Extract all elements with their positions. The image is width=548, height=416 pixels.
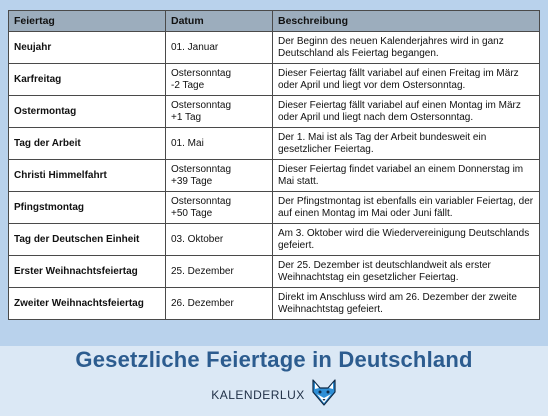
holiday-date: Ostersonntag +39 Tage — [165, 159, 273, 192]
table-row: Christi Himmelfahrt Ostersonntag +39 Tag… — [8, 159, 540, 192]
column-header-holiday: Feiertag — [8, 10, 166, 32]
holiday-date: 26. Dezember — [165, 287, 273, 320]
holiday-name: Tag der Arbeit — [8, 127, 166, 160]
holiday-name: Zweiter Weihnachtsfeiertag — [8, 287, 166, 320]
table-row: Pfingstmontag Ostersonntag +50 Tage Der … — [8, 191, 540, 224]
holiday-name: Karfreitag — [8, 63, 166, 96]
brand: KALENDERLUX — [0, 378, 548, 412]
holiday-description: Am 3. Oktober wird die Wiedervereinigung… — [272, 223, 540, 256]
table-row: Karfreitag Ostersonntag -2 Tage Dieser F… — [8, 63, 540, 96]
holiday-description: Der Beginn des neuen Kalenderjahres wird… — [272, 31, 540, 64]
holiday-date: 01. Januar — [165, 31, 273, 64]
table-row: Ostermontag Ostersonntag +1 Tag Dieser F… — [8, 95, 540, 128]
table-row: Neujahr 01. Januar Der Beginn des neuen … — [8, 31, 540, 64]
page-title: Gesetzliche Feiertage in Deutschland — [75, 347, 473, 372]
holiday-name: Pfingstmontag — [8, 191, 166, 224]
holiday-name: Christi Himmelfahrt — [8, 159, 166, 192]
holiday-date: 01. Mai — [165, 127, 273, 160]
holiday-description: Dieser Feiertag findet variabel an einem… — [272, 159, 540, 192]
brand-name: KALENDERLUX — [211, 388, 305, 402]
holiday-date: Ostersonntag +50 Tage — [165, 191, 273, 224]
holiday-name: Ostermontag — [8, 95, 166, 128]
holiday-date: 25. Dezember — [165, 255, 273, 288]
holiday-description: Der 25. Dezember ist deutschlandweit als… — [272, 255, 540, 288]
holiday-description: Direkt im Anschluss wird am 26. Dezember… — [272, 287, 540, 320]
table-row: Zweiter Weihnachtsfeiertag 26. Dezember … — [8, 287, 540, 320]
fox-icon — [311, 378, 337, 412]
holiday-date: Ostersonntag -2 Tage — [165, 63, 273, 96]
holiday-description: Der Pfingstmontag ist ebenfalls ein vari… — [272, 191, 540, 224]
table-header-row: Feiertag Datum Beschreibung — [8, 10, 540, 32]
table-area: Feiertag Datum Beschreibung Neujahr 01. … — [0, 0, 548, 346]
table-row: Tag der Deutschen Einheit 03. Oktober Am… — [8, 223, 540, 256]
holiday-date: 03. Oktober — [165, 223, 273, 256]
holiday-description: Dieser Feiertag fällt variabel auf einen… — [272, 95, 540, 128]
holiday-description: Der 1. Mai ist als Tag der Arbeit bundes… — [272, 127, 540, 160]
table-row: Erster Weihnachtsfeiertag 25. Dezember D… — [8, 255, 540, 288]
table-row: Tag der Arbeit 01. Mai Der 1. Mai ist al… — [8, 127, 540, 160]
holidays-table: Feiertag Datum Beschreibung Neujahr 01. … — [8, 10, 540, 320]
holiday-name: Neujahr — [8, 31, 166, 64]
holiday-date: Ostersonntag +1 Tag — [165, 95, 273, 128]
holiday-name: Tag der Deutschen Einheit — [8, 223, 166, 256]
column-header-date: Datum — [165, 10, 273, 32]
holiday-name: Erster Weihnachtsfeiertag — [8, 255, 166, 288]
holiday-description: Dieser Feiertag fällt variabel auf einen… — [272, 63, 540, 96]
column-header-description: Beschreibung — [272, 10, 540, 32]
